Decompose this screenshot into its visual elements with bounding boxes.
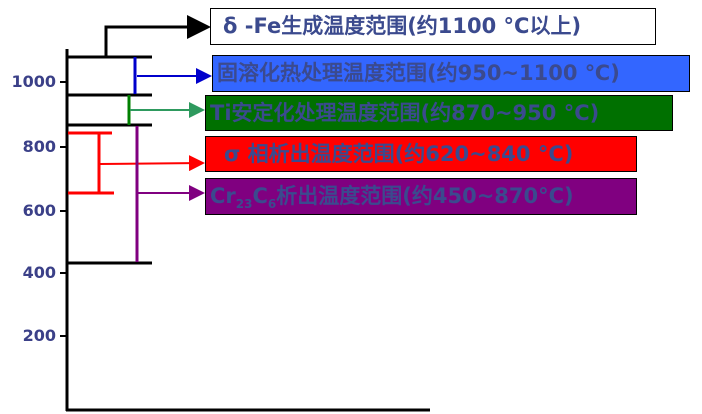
cr23c6-suffix: 析出温度范围(约450~870°C) xyxy=(276,184,574,208)
solution-treatment-range-label: 固溶化热处理温度范围(约950~1100 ℃) xyxy=(212,55,690,92)
subscript-23: 23 xyxy=(235,197,253,212)
y-tick-label: 600 xyxy=(22,201,56,220)
sigma-phase-range-label: σ 相析出温度范围(约620~840 °C) xyxy=(205,136,637,172)
delta-fe-connector xyxy=(104,15,211,57)
cr-text: Cr xyxy=(210,184,236,208)
ti-stabilize-connector xyxy=(127,95,205,125)
y-tick-label: 800 xyxy=(22,137,56,156)
boundary-lines xyxy=(68,55,152,265)
y-tick-label: 200 xyxy=(22,326,56,345)
y-axis-ticks xyxy=(60,81,67,337)
ti-stabilization-range-label: Ti安定化处理温度范围(约870~950 °C) xyxy=(205,95,673,131)
cr23c6-range-label: Cr23C6析出温度范围(约450~870°C) xyxy=(205,178,637,215)
y-tick-label: 1000 xyxy=(11,72,56,91)
delta-fe-range-label: δ -Fe生成温度范围(约1100 °C以上) xyxy=(210,8,656,45)
y-tick-label: 400 xyxy=(22,263,56,282)
c-text: C xyxy=(252,184,268,208)
sigma-connector xyxy=(68,131,205,195)
subscript-6: 6 xyxy=(267,197,277,212)
solution-connector xyxy=(133,57,212,94)
cr23c6-connector xyxy=(135,126,205,262)
